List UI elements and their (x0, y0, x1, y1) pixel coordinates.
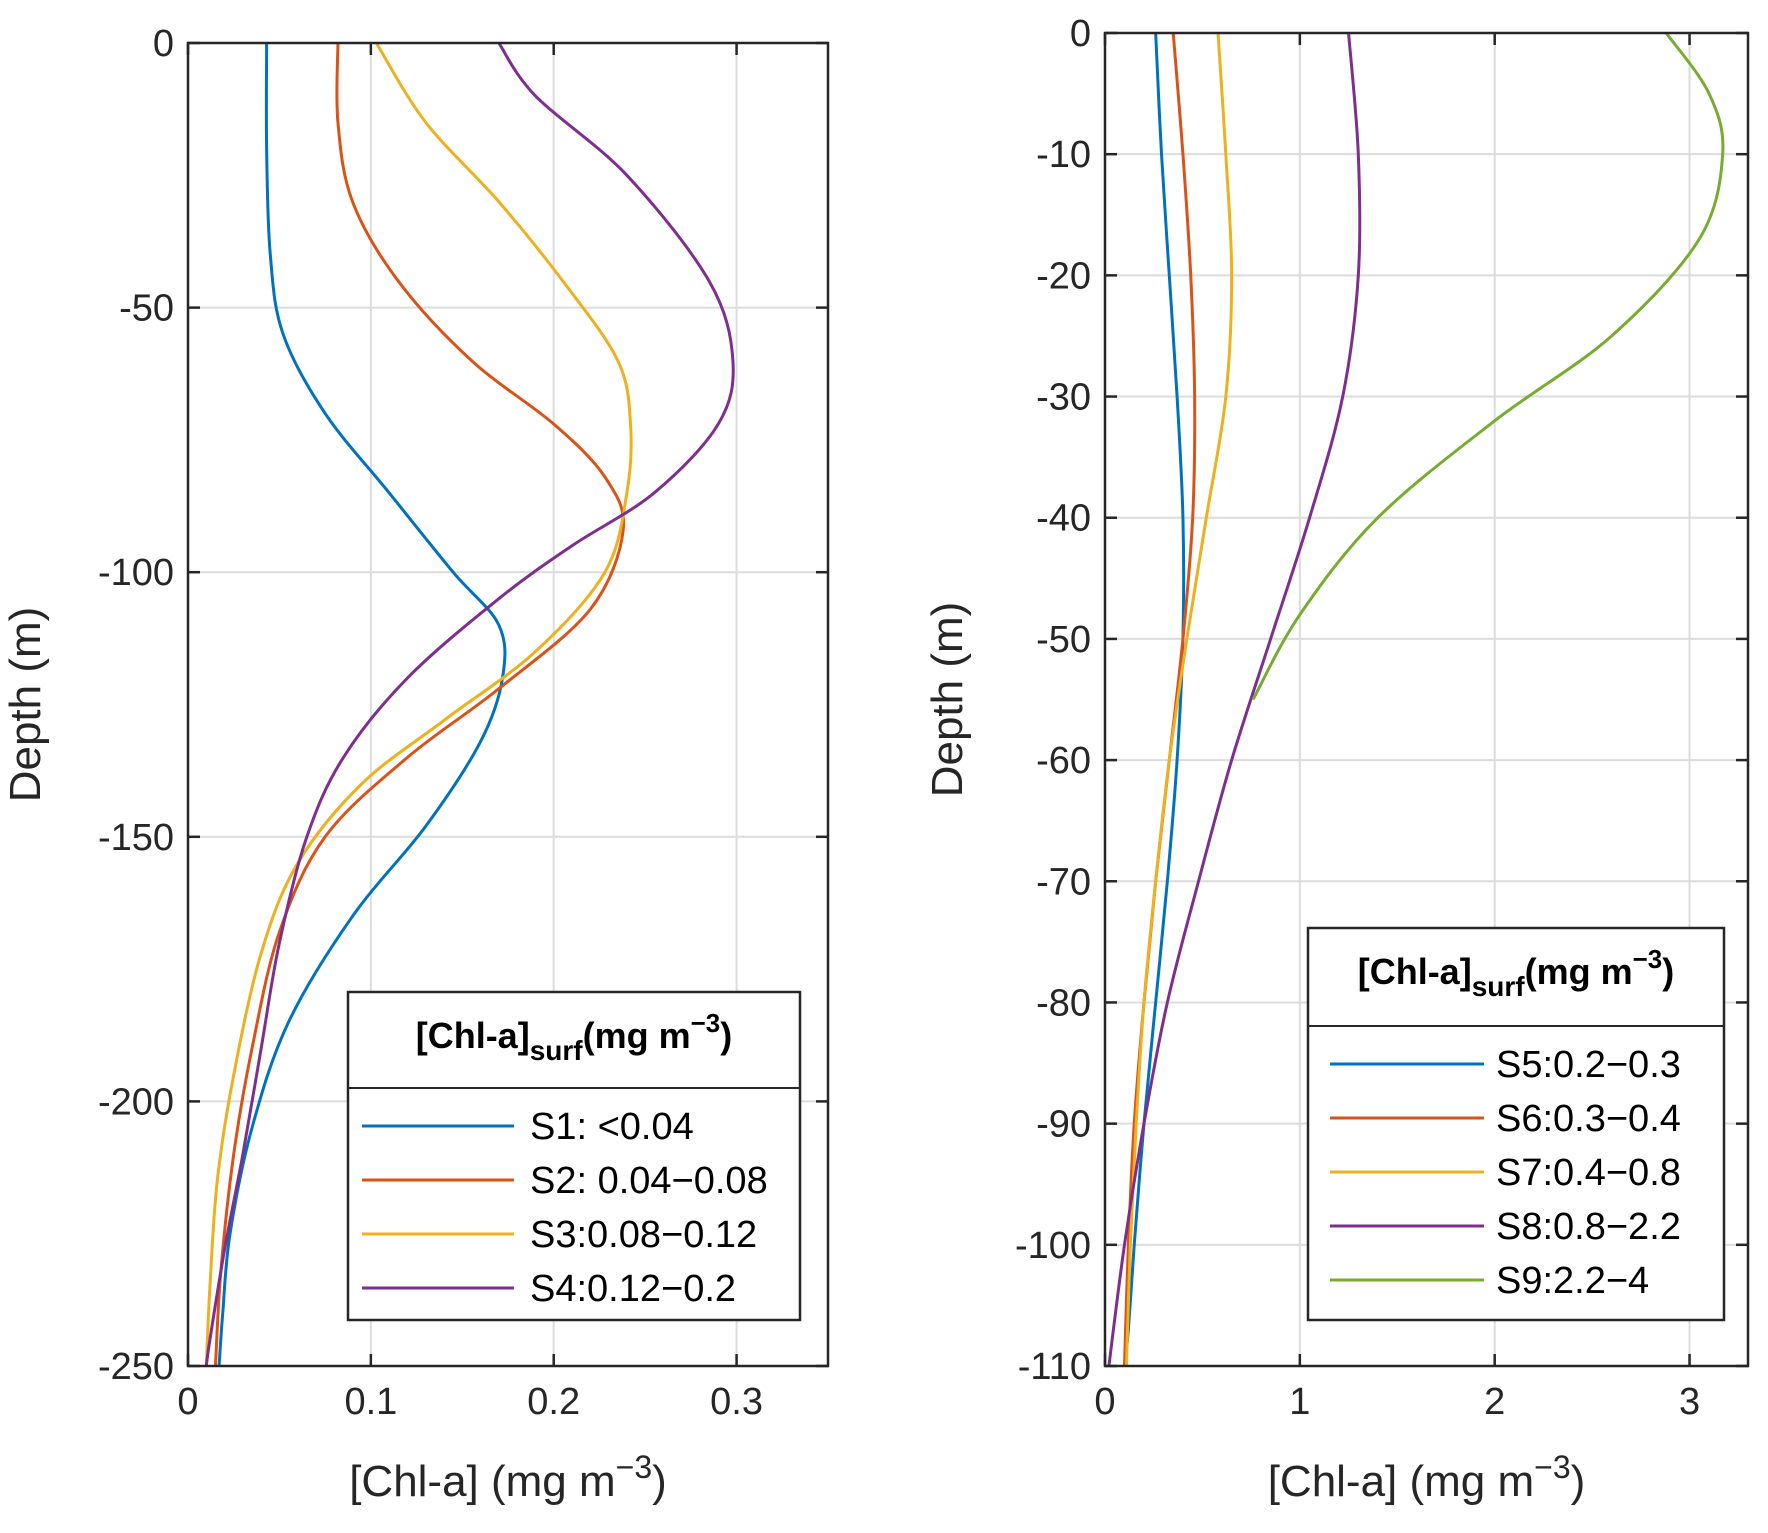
series-line-4 (204, 42, 735, 1367)
legend-label-4: S8:0.8−2.2 (1496, 1206, 1681, 1248)
y-tick-label: -30 (1036, 377, 1091, 419)
legend-label-3: S3:0.08−0.12 (530, 1214, 757, 1256)
y-tick-label: -110 (1018, 1346, 1091, 1388)
legend-title: [Chl-a]surf(mg m−3) (416, 1008, 733, 1066)
y-tick-label: 0 (1070, 13, 1091, 55)
y-tick-label: -20 (1036, 255, 1091, 297)
legend-label-2: S6:0.3−0.4 (1496, 1098, 1681, 1140)
x-axis: 0 1 2 3 (1094, 33, 1700, 1423)
legend-title-main: [Chl-a] (1358, 951, 1472, 992)
y-tick-label: -150 (98, 817, 174, 859)
legend-title-unit: (mg m (583, 1015, 691, 1056)
legend-title-unit: (mg m (1525, 951, 1633, 992)
series-line-3 (204, 42, 633, 1367)
x-tick-label: 1 (1289, 1381, 1310, 1423)
left-chart: 0 0.1 0.2 0.3 0 -50 -100 -150 -200 -250 [Chl-a] (m… (1, 23, 830, 1506)
y-tick-label: -200 (98, 1081, 174, 1123)
x-tick-label: 0 (1094, 1381, 1115, 1423)
y-tick-label: -50 (1036, 619, 1091, 661)
x-axis-title-main: [Chl-a] (mg m (349, 1457, 615, 1506)
y-tick-label: -90 (1036, 1104, 1091, 1146)
y-tick-label: -250 (98, 1346, 174, 1388)
y-tick-label: -80 (1036, 982, 1091, 1024)
y-tick-label: -10 (1036, 134, 1091, 176)
x-axis-title: [Chl-a] (mg m−3) (1268, 1449, 1586, 1506)
y-tick-label: -40 (1036, 498, 1091, 540)
legend-title-subscript: surf (530, 1035, 584, 1066)
x-tick-label: 2 (1484, 1381, 1505, 1423)
legend-label-4: S4:0.12−0.2 (530, 1268, 736, 1310)
legend-title-end: ) (720, 1015, 732, 1056)
legend-title-exponent: −3 (1633, 944, 1663, 974)
y-tick-label: 0 (153, 23, 174, 65)
y-tick-label: -100 (98, 552, 174, 594)
x-axis-title-exponent: −3 (616, 1449, 652, 1485)
series-line-5 (1251, 32, 1725, 701)
x-tick-label: 3 (1679, 1381, 1700, 1423)
series-line-2 (213, 42, 626, 1367)
x-axis-title-main: [Chl-a] (mg m (1268, 1457, 1534, 1506)
x-tick-label: 0.2 (527, 1381, 580, 1423)
legend-label-3: S7:0.4−0.8 (1496, 1152, 1681, 1194)
axes-box (186, 41, 830, 1368)
legend-title-main: [Chl-a] (416, 1015, 530, 1056)
legend-label-1: S5:0.2−0.3 (1496, 1044, 1681, 1086)
x-axis-title-end: ) (652, 1457, 667, 1506)
legend-title-subscript: surf (1472, 971, 1526, 1002)
series-line-4 (1107, 32, 1362, 1367)
right-chart: 0 1 2 3 0 -10 -20 -30 -40 -50 -60 -70 -80 -90 -100 -110… (923, 13, 1750, 1506)
y-tick-label: -100 (1015, 1225, 1091, 1267)
y-axis-title: Depth (m) (1, 607, 50, 803)
series-line-1 (1122, 32, 1186, 1367)
legend-title-end: ) (1662, 951, 1674, 992)
y-tick-label: -50 (119, 288, 174, 330)
y-axis: 0 -10 -20 -30 -40 -50 -60 -70 -80 -90 -100 -110 (1015, 13, 1748, 1388)
x-axis-title: [Chl-a] (mg m−3) (349, 1449, 667, 1506)
legend-title: [Chl-a]surf(mg m−3) (1358, 944, 1675, 1002)
y-axis-title: Depth (m) (923, 602, 972, 798)
x-axis: 0 0.1 0.2 0.3 (177, 43, 763, 1423)
legend-box (346, 990, 802, 1322)
series-line-3 (1124, 32, 1234, 1367)
x-tick-label: 0.3 (710, 1381, 763, 1423)
axes-box (1103, 31, 1750, 1368)
x-axis-title-end: ) (1571, 1457, 1586, 1506)
legend-label-2: S2: 0.04−0.08 (530, 1160, 768, 1202)
x-tick-label: 0.1 (344, 1381, 397, 1423)
legend-label-5: S9:2.2−4 (1496, 1260, 1649, 1302)
y-axis: 0 -50 -100 -150 -200 -250 (98, 23, 828, 1388)
legend-box (1306, 926, 1726, 1322)
legend: [Chl-a]surf(mg m−3) S5:0.2−0.3 S6:0.3−0.4 S… (1306, 926, 1726, 1322)
x-axis-title-exponent: −3 (1534, 1449, 1570, 1485)
y-tick-label: -60 (1036, 740, 1091, 782)
legend: [Chl-a]surf(mg m−3) S1: <0.04 S2: 0.04−0.0… (346, 990, 802, 1322)
legend-label-1: S1: <0.04 (530, 1106, 694, 1148)
y-tick-label: -70 (1036, 861, 1091, 903)
legend-title-exponent: −3 (691, 1008, 721, 1038)
x-tick-label: 0 (177, 1381, 198, 1423)
